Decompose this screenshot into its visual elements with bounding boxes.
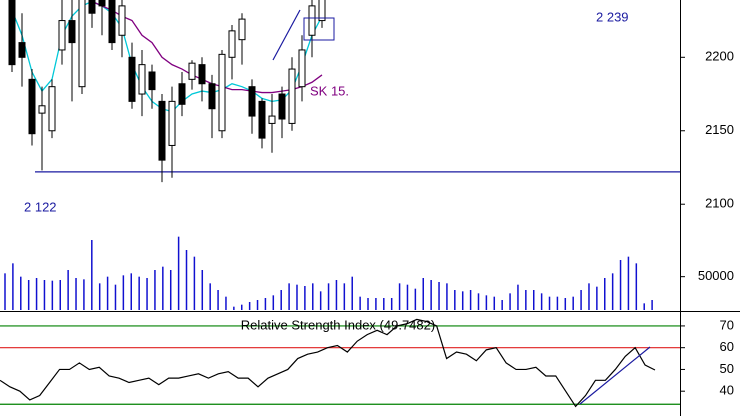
- y-tick-label: 50: [720, 361, 734, 376]
- candle-body: [128, 56, 136, 102]
- box-marker: [303, 17, 335, 41]
- rsi-panel: [0, 318, 680, 408]
- annotation: 2 239: [596, 9, 629, 24]
- y-tick-label: 50000: [698, 268, 734, 283]
- candle-body: [268, 115, 276, 124]
- indicator-line: [91, 0, 323, 94]
- candle-body: [138, 64, 146, 95]
- candle-body: [298, 49, 306, 88]
- candle-body: [98, 0, 106, 7]
- candle-body: [238, 18, 246, 41]
- candle-body: [118, 5, 126, 36]
- candle-body: [248, 86, 256, 117]
- candle-body: [168, 100, 176, 146]
- candle-body: [88, 0, 96, 14]
- y-tick-label: 2150: [705, 122, 734, 137]
- candle-body: [278, 93, 286, 120]
- rsi-trend-line: [579, 346, 651, 405]
- candle-body: [288, 68, 296, 124]
- candle-body: [78, 0, 86, 88]
- price-panel: [8, 0, 680, 183]
- candle-body: [18, 42, 26, 58]
- candle-body: [158, 100, 166, 161]
- volume-panel: [4, 236, 653, 310]
- y-tick-label: 2100: [705, 196, 734, 211]
- candle-body: [48, 86, 56, 132]
- candle-body: [28, 78, 36, 135]
- y-tick-label: 2200: [705, 49, 734, 64]
- candle-body: [58, 20, 66, 51]
- candle-body: [38, 105, 46, 114]
- candle-body: [208, 83, 216, 110]
- candle-body: [178, 83, 186, 105]
- candle-body: [308, 5, 316, 36]
- candle-body: [8, 0, 16, 66]
- y-tick-label: 60: [720, 339, 734, 354]
- annotation: SK 15.: [310, 83, 349, 98]
- candle-body: [218, 53, 226, 132]
- trend-line: [272, 9, 301, 61]
- candle-body: [228, 30, 236, 58]
- rsi-line: [0, 318, 656, 408]
- candle-body: [108, 0, 116, 44]
- annotation: 2 122: [24, 199, 57, 214]
- rsi-title: Relative Strength Index (49.7482): [241, 317, 435, 332]
- y-tick-label: 40: [720, 383, 734, 398]
- candle-body: [318, 0, 326, 22]
- candle-body: [188, 62, 196, 80]
- candle-body: [198, 64, 206, 85]
- candle-body: [148, 71, 156, 91]
- candle-body: [68, 20, 76, 44]
- candle-body: [258, 100, 266, 139]
- y-tick-label: 70: [720, 317, 734, 332]
